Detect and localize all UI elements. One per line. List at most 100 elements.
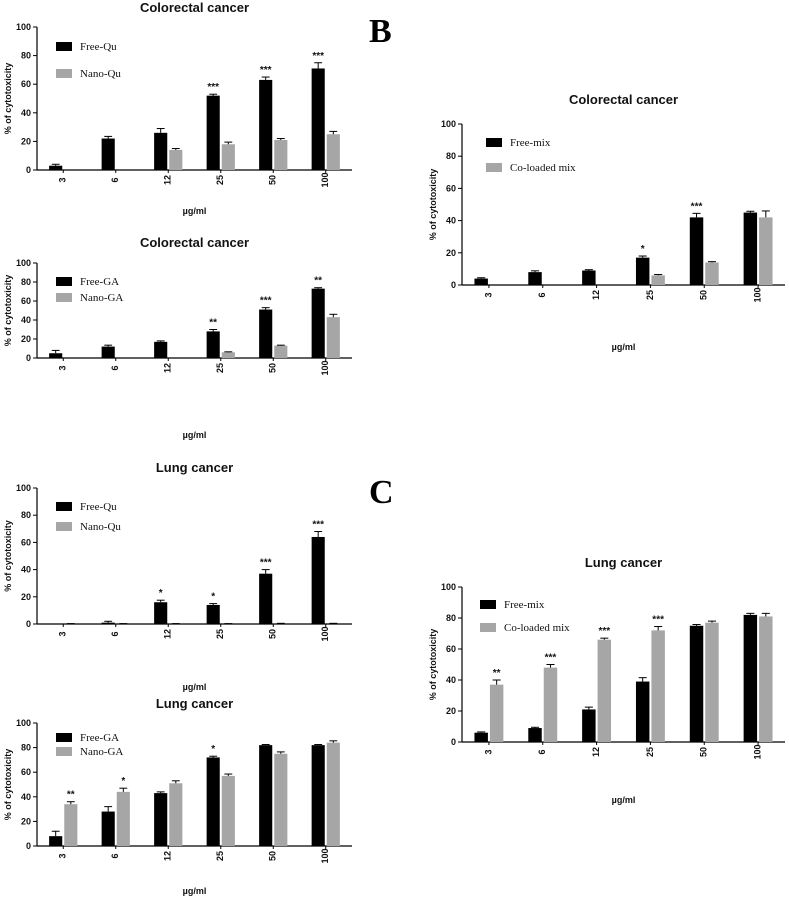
legend-label: Free-mix: [510, 137, 551, 149]
legend-swatch: [56, 293, 72, 302]
bar-free: [635, 681, 650, 742]
significance-label: *: [641, 244, 645, 255]
bar-nano: [705, 262, 719, 285]
y-tick-label: 60: [446, 183, 456, 193]
x-tick-label: 6: [537, 749, 547, 754]
y-axis-label: % of cytotoxicity: [3, 63, 13, 135]
y-axis-label: % of cytotoxicity: [3, 749, 13, 821]
y-tick-label: 60: [21, 767, 31, 777]
legend-swatch: [56, 733, 72, 742]
bar-nano: [221, 775, 235, 846]
x-tick-label: 100: [752, 744, 762, 759]
y-tick-label: 0: [26, 619, 31, 629]
chart-mix-lung: Lung cancer 0 20 40 60 80 100 % of cytotoxicity…: [428, 555, 785, 805]
bar-free: [206, 331, 220, 358]
legend-swatch: [486, 138, 502, 147]
significance-label: **: [493, 668, 501, 679]
bar-free: [259, 309, 273, 358]
x-tick-label: 25: [645, 290, 655, 300]
y-tick-label: 20: [21, 816, 31, 826]
legend-label: Free-Qu: [80, 41, 117, 53]
x-tick-label: 50: [699, 747, 709, 757]
y-tick-label: 20: [21, 334, 31, 344]
x-axis-label: µg/ml: [612, 342, 636, 352]
bar-nano: [326, 317, 340, 358]
y-tick-label: 0: [26, 165, 31, 175]
bar-free: [154, 341, 168, 358]
bar-nano: [221, 352, 235, 358]
legend-label: Nano-GA: [80, 746, 123, 758]
significance-label: ***: [260, 65, 272, 76]
y-tick-label: 0: [26, 353, 31, 363]
x-tick-label: 50: [268, 175, 278, 185]
x-tick-label: 12: [591, 747, 601, 757]
x-tick-label: 3: [483, 292, 493, 297]
significance-label: ***: [545, 653, 557, 664]
legend-label: Nano-Qu: [80, 68, 121, 80]
significance-label: ***: [652, 615, 664, 626]
x-tick-label: 12: [163, 629, 173, 639]
bar-free: [259, 573, 273, 624]
bar-nano: [543, 667, 558, 742]
y-tick-label: 100: [441, 119, 456, 129]
bar-nano: [274, 139, 288, 170]
bar-free: [474, 732, 488, 742]
y-tick-label: 40: [21, 108, 31, 118]
x-tick-label: 50: [268, 363, 278, 373]
bar-nano: [651, 630, 665, 742]
legend-swatch: [56, 69, 72, 78]
significance-label: *: [121, 776, 125, 787]
bar-free: [582, 709, 596, 742]
legend-swatch: [56, 522, 72, 531]
bar-free: [528, 728, 542, 742]
bar-nano: [64, 804, 78, 846]
y-tick-label: 60: [446, 644, 456, 654]
x-tick-label: 12: [591, 290, 601, 300]
y-tick-label: 40: [446, 216, 456, 226]
x-axis-label: µg/ml: [183, 886, 207, 896]
legend-label: Free-GA: [80, 276, 119, 288]
significance-label: *: [211, 744, 215, 755]
x-tick-label: 25: [215, 629, 225, 639]
legend-label: Free-Qu: [80, 501, 117, 513]
y-tick-label: 0: [451, 280, 456, 290]
bar-nano: [326, 742, 340, 846]
legend-label: Free-GA: [80, 732, 119, 744]
bar-nano: [221, 144, 235, 170]
legend-swatch: [56, 747, 72, 756]
bar-free: [582, 270, 596, 285]
y-tick-label: 60: [21, 537, 31, 547]
x-tick-label: 6: [110, 853, 120, 858]
legend-label: Free-mix: [504, 599, 545, 611]
legend-swatch: [56, 502, 72, 511]
bar-free: [311, 745, 325, 846]
bar-nano: [274, 753, 288, 846]
x-tick-label: 25: [215, 363, 225, 373]
bar-free: [49, 165, 63, 170]
y-axis-label: % of cytotoxicity: [3, 520, 13, 592]
bar-nano: [169, 149, 183, 170]
bar-free: [311, 536, 325, 624]
bar-free: [49, 836, 63, 846]
x-tick-label: 12: [163, 363, 173, 373]
bar-nano: [489, 684, 504, 742]
y-tick-label: 80: [21, 743, 31, 753]
chart-title: Colorectal cancer: [140, 235, 249, 250]
x-tick-label: 3: [58, 631, 68, 636]
bar-free: [743, 212, 758, 285]
panel-label-c: C: [369, 474, 394, 511]
significance-label: *: [159, 588, 163, 599]
chart-title: Colorectal cancer: [140, 0, 249, 15]
y-tick-label: 0: [26, 841, 31, 851]
x-tick-label: 6: [110, 365, 120, 370]
x-axis-label: µg/ml: [183, 430, 207, 440]
bar-free: [259, 79, 273, 170]
x-tick-label: 100: [320, 360, 330, 375]
bar-free: [101, 138, 115, 170]
y-tick-label: 100: [16, 718, 31, 728]
y-tick-label: 100: [16, 258, 31, 268]
y-tick-label: 20: [21, 592, 31, 602]
y-tick-label: 80: [446, 613, 456, 623]
